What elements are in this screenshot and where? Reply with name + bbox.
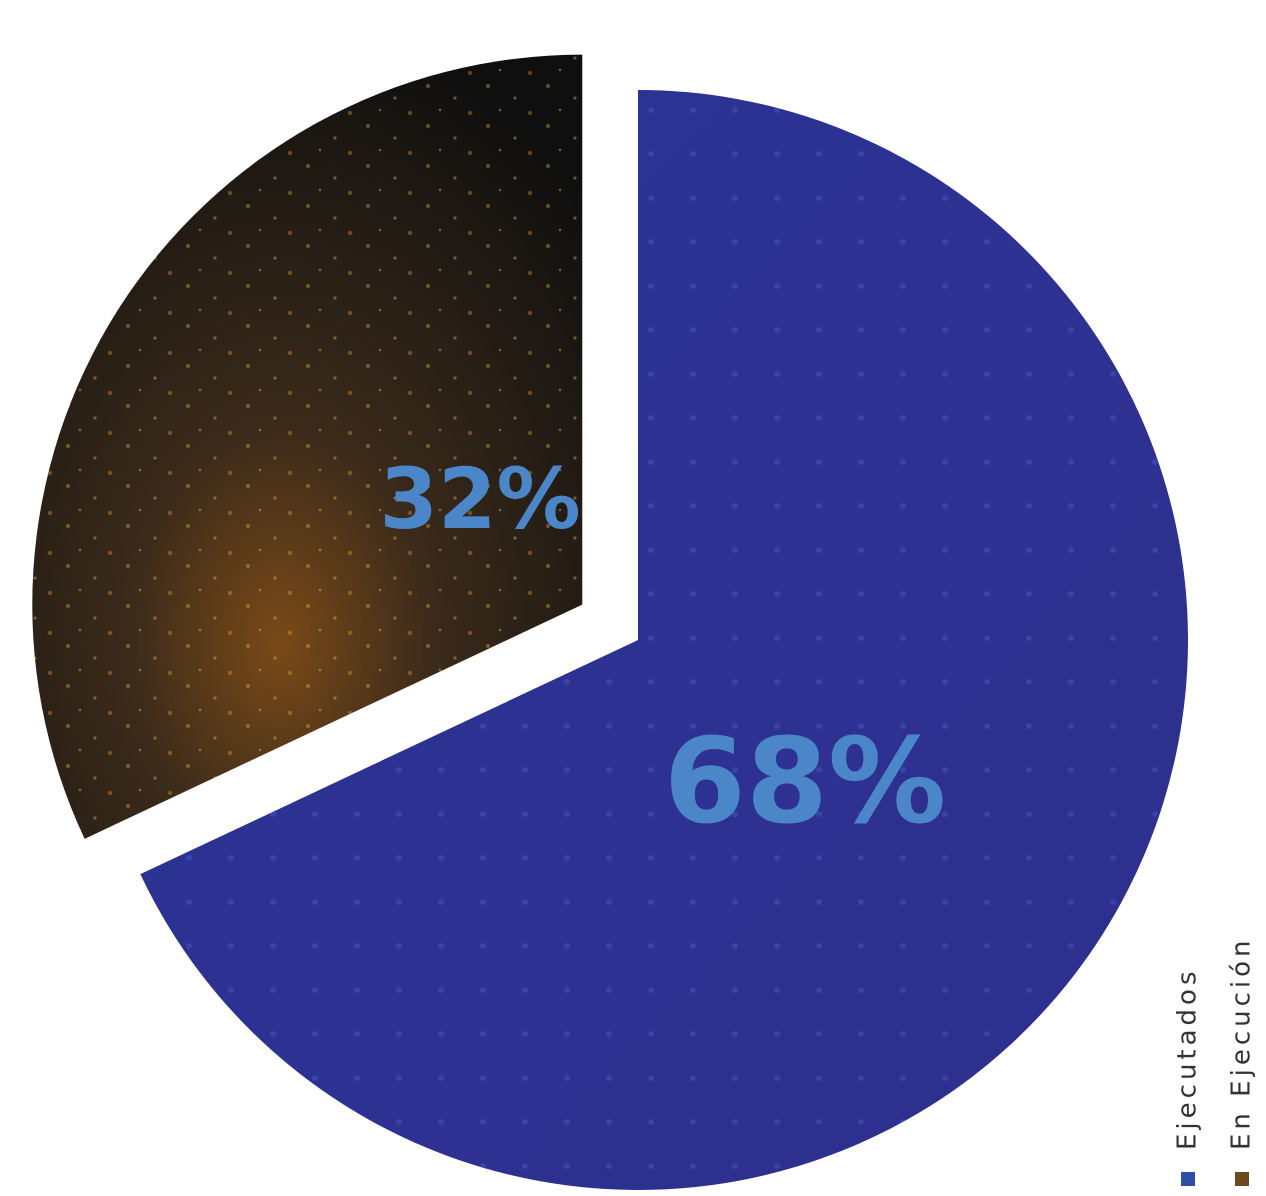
legend-label: Ejecutados xyxy=(1173,967,1203,1150)
legend-swatch xyxy=(1181,1172,1195,1186)
data-labels: 68% 32% xyxy=(380,450,947,850)
legend: Ejecutados En Ejecución xyxy=(1173,937,1257,1186)
legend-label: En Ejecución xyxy=(1227,937,1257,1151)
slice-texture xyxy=(140,90,1189,1190)
data-label: 32% xyxy=(380,450,581,548)
pie xyxy=(32,54,1189,1190)
data-label: 68% xyxy=(664,712,946,850)
legend-swatch xyxy=(1235,1172,1249,1186)
slice-texture xyxy=(32,54,583,839)
